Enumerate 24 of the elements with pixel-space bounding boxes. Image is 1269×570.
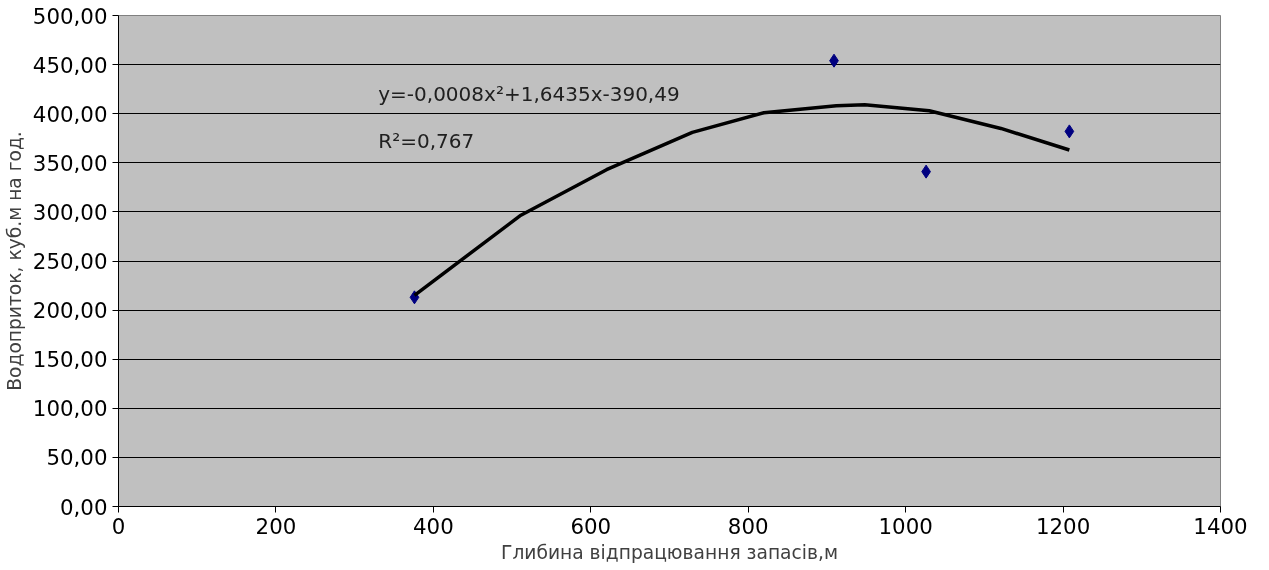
y-tick-label: 0,00 [60, 494, 108, 520]
point [1064, 124, 1075, 139]
x-tick-label: 1400 [1193, 513, 1248, 539]
y-tick-label: 100,00 [32, 396, 108, 422]
annotation: R²=0,767 [378, 128, 475, 153]
y-tick-label: 500,00 [32, 3, 108, 29]
y-tick-label: 150,00 [32, 347, 108, 373]
y-tick-label: 250,00 [32, 249, 108, 274]
y-tick-label: 50,00 [46, 445, 108, 471]
y-tick-label: 200,00 [32, 298, 108, 324]
annotation: y=-0,0008x²+1,6435x-390,49 [378, 81, 680, 106]
x-tick-label: 800 [727, 513, 769, 539]
y-tick-label: 400,00 [32, 101, 108, 127]
y-tick-label: 300,00 [32, 199, 108, 225]
x-tick-label: 200 [255, 513, 297, 539]
x-tick-label: 600 [570, 513, 612, 539]
x-tick-label: 0 [111, 513, 126, 539]
x-axis-title: Глибина відпрацювання запасів,м [501, 541, 838, 563]
y-axis-title: Водоприток, куб.м на год. [3, 131, 25, 391]
x-tick-label: 400 [413, 513, 454, 539]
x-tick-label: 1200 [1035, 513, 1091, 539]
y-tick-label: 450,00 [32, 52, 108, 78]
y-tick-label: 350,00 [32, 150, 108, 176]
x-tick-label: 1000 [878, 513, 933, 539]
